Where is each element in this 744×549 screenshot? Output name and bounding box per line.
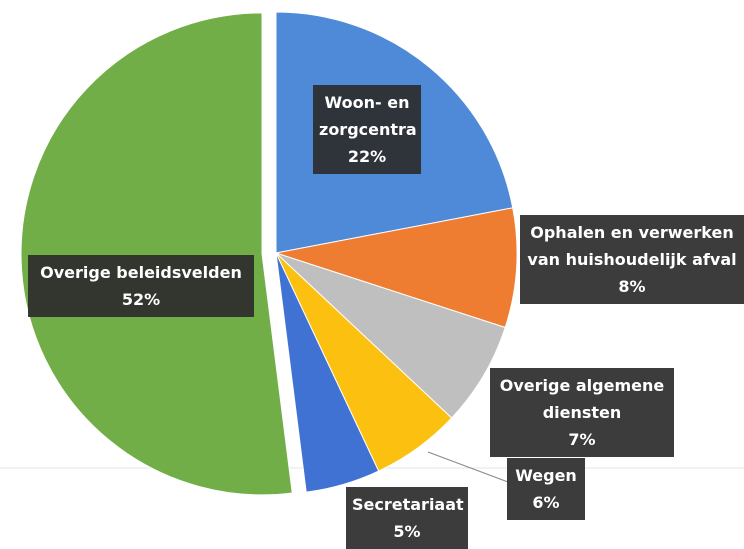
pie-slice [275, 252, 506, 419]
value-label: 6% [532, 493, 560, 512]
value-label: 8% [618, 277, 646, 296]
category-label: Woon- en zorgcentra [319, 93, 417, 139]
data-label: Secretariaat 5% [346, 487, 468, 549]
leader-line [427, 451, 509, 483]
pie-slice [275, 252, 380, 493]
category-label: Ophalen en verwerken van huishoudelijk a… [527, 223, 737, 269]
value-label: 7% [568, 430, 596, 449]
category-label: Secretariaat [352, 495, 464, 514]
value-label: 52% [121, 290, 161, 309]
pie-slice [20, 12, 293, 496]
value-label: 22% [347, 147, 387, 166]
data-label: Overige beleidsvelden 52% [28, 255, 254, 317]
category-label: Wegen [515, 466, 577, 485]
category-label: Overige algemene diensten [499, 376, 665, 422]
pie-slice [275, 207, 518, 329]
data-label: Wegen 6% [507, 458, 585, 520]
value-label: 5% [393, 522, 421, 541]
category-label: Overige beleidsvelden [40, 263, 242, 282]
data-label: Overige algemene diensten 7% [490, 368, 674, 457]
data-label: Ophalen en verwerken van huishoudelijk a… [520, 215, 744, 304]
data-label: Woon- en zorgcentra 22% [313, 85, 421, 174]
